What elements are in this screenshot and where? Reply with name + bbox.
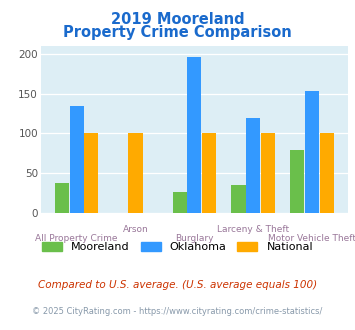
Bar — [84, 133, 98, 213]
Text: Larceny & Theft: Larceny & Theft — [217, 225, 289, 234]
Bar — [187, 56, 201, 213]
Bar — [305, 91, 319, 213]
Text: All Property Crime: All Property Crime — [36, 234, 118, 243]
Bar — [129, 133, 143, 213]
Bar — [261, 133, 275, 213]
Text: Compared to U.S. average. (U.S. average equals 100): Compared to U.S. average. (U.S. average … — [38, 280, 317, 290]
Text: © 2025 CityRating.com - https://www.cityrating.com/crime-statistics/: © 2025 CityRating.com - https://www.city… — [32, 307, 323, 316]
Bar — [231, 185, 246, 213]
Text: Property Crime Comparison: Property Crime Comparison — [63, 25, 292, 40]
Text: Arson: Arson — [122, 225, 148, 234]
Bar — [320, 133, 334, 213]
Bar — [70, 106, 84, 213]
Bar — [246, 118, 260, 213]
Text: 2019 Mooreland: 2019 Mooreland — [111, 12, 244, 26]
Bar — [202, 133, 216, 213]
Text: Motor Vehicle Theft: Motor Vehicle Theft — [268, 234, 355, 243]
Legend: Mooreland, Oklahoma, National: Mooreland, Oklahoma, National — [42, 242, 313, 252]
Text: Burglary: Burglary — [175, 234, 214, 243]
Bar — [55, 183, 69, 213]
Bar — [173, 192, 187, 213]
Bar — [290, 150, 305, 213]
